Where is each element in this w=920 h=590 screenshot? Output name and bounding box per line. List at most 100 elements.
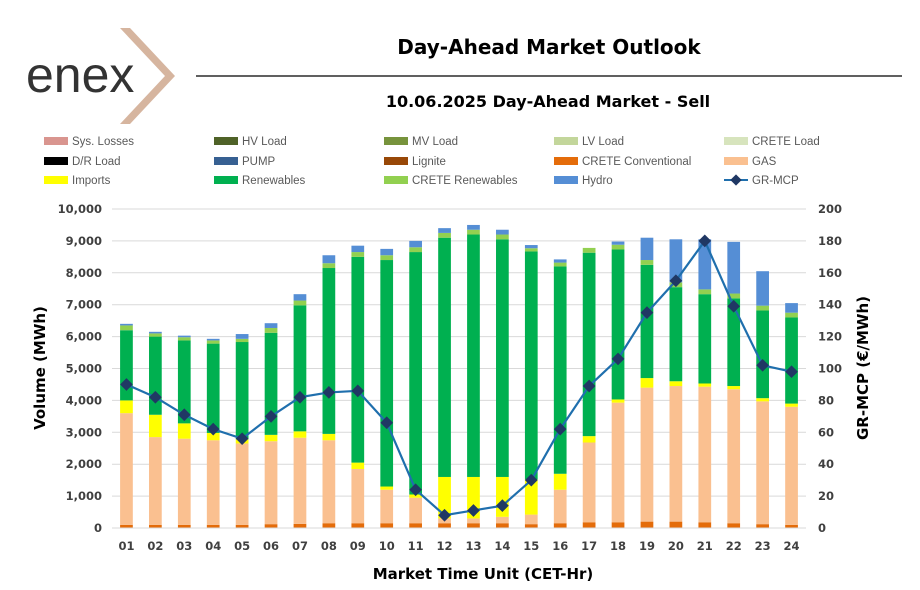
x-axis-label: Market Time Unit (CET-Hr): [373, 565, 594, 583]
bar-renewables: [351, 256, 365, 463]
bar-gas: [293, 437, 307, 524]
bar-hydro: [177, 335, 191, 338]
legend-marker-mcp: [730, 174, 742, 186]
bar-crete-conventional: [322, 523, 336, 528]
x-tick-label: 17: [581, 539, 597, 553]
bar-renewables: [409, 252, 422, 495]
legend-swatch: [554, 137, 578, 145]
legend-swatch: [554, 176, 578, 184]
legend-label: Hydro: [582, 175, 613, 187]
bar-renewables: [756, 310, 769, 399]
bar-crete-conventional: [120, 524, 133, 528]
bar-hydro: [785, 303, 798, 313]
y2-tick-label: 60: [818, 425, 834, 439]
bar-crete-renewables: [582, 247, 596, 253]
bar-hydro: [322, 255, 336, 264]
bar-hydro: [727, 241, 741, 294]
bar-crete-conventional: [438, 523, 451, 528]
bar-crete-renewables: [322, 263, 336, 269]
x-tick-label: 03: [176, 539, 192, 553]
bar-renewables: [438, 237, 451, 477]
bar-crete-conventional: [206, 524, 220, 528]
bar-crete-conventional: [177, 524, 191, 528]
bar-renewables: [380, 260, 394, 487]
y-tick-label: 6,000: [66, 330, 102, 344]
y-tick-label: 2,000: [66, 457, 102, 471]
bar-crete-conventional: [640, 521, 654, 528]
y2-tick-label: 140: [818, 298, 842, 312]
bar-gas: [409, 497, 422, 524]
bar-gas: [235, 443, 249, 525]
legend-swatch: [384, 137, 408, 145]
y2-tick-label: 160: [818, 266, 842, 280]
y-tick-label: 5,000: [66, 362, 102, 376]
bar-gas: [380, 489, 394, 524]
chart-subtitle: 10.06.2025 Day-Ahead Market - Sell: [386, 92, 710, 111]
bar-hydro: [669, 239, 683, 283]
x-tick-label: 24: [784, 539, 800, 553]
bar-crete-conventional: [698, 522, 712, 528]
legend-label: GR-MCP: [752, 175, 799, 187]
bar-renewables: [669, 287, 683, 382]
bar-crete-renewables: [524, 248, 538, 252]
bar-hydro: [467, 224, 480, 230]
bar-crete-conventional: [293, 523, 307, 528]
logo-chevron-icon: [120, 28, 175, 124]
bar-hydro: [496, 229, 509, 235]
y2-tick-label: 80: [818, 393, 834, 407]
bar-imports: [553, 473, 567, 490]
x-tick-label: 06: [263, 539, 279, 553]
bar-renewables: [264, 332, 278, 435]
legend-swatch: [554, 157, 578, 165]
bar-renewables: [698, 294, 712, 384]
bar-imports: [264, 434, 278, 442]
bar-imports: [640, 378, 654, 388]
legend-swatch: [44, 157, 68, 165]
bar-renewables: [206, 343, 220, 433]
y-tick-label: 1,000: [66, 489, 102, 503]
y-tick-label: 3,000: [66, 425, 102, 439]
legend-label: Renewables: [242, 175, 306, 187]
axes: 0 1,000 2,000 3,000 4,000 5,000 6,000 7,000 8,00…: [58, 202, 842, 553]
bar-crete-renewables: [698, 289, 712, 295]
bar-crete-renewables: [611, 244, 625, 250]
x-tick-label: 11: [408, 539, 424, 553]
bar-imports: [438, 476, 451, 519]
x-tick-label: 10: [379, 539, 395, 553]
bar-hydro: [235, 334, 249, 339]
mcp-point: [177, 408, 191, 422]
bar-crete-renewables: [785, 312, 798, 318]
mcp-point: [380, 416, 394, 430]
legend-label: HV Load: [242, 136, 287, 148]
bar-hydro: [149, 331, 162, 334]
legend-swatch: [384, 157, 408, 165]
bar-renewables: [611, 249, 625, 400]
bar-crete-conventional: [785, 524, 798, 528]
bar-crete-renewables: [177, 337, 191, 341]
bar-gas: [640, 387, 654, 522]
x-tick-label: 12: [437, 539, 453, 553]
bar-imports: [322, 433, 336, 441]
y2-tick-label: 20: [818, 489, 834, 503]
legend-label: CRETE Load: [752, 136, 820, 148]
bar-gas: [611, 402, 625, 523]
bar-crete-renewables: [553, 262, 567, 267]
bar-crete-conventional: [467, 523, 480, 528]
x-tick-label: 01: [118, 539, 134, 553]
bar-renewables: [496, 239, 509, 477]
bar-hydro: [409, 240, 422, 248]
bar-gas: [467, 518, 480, 524]
bar-crete-conventional: [380, 523, 394, 528]
bar-crete-conventional: [582, 522, 596, 528]
x-tick-label: 04: [205, 539, 221, 553]
bar-gas: [582, 442, 596, 523]
bar-crete-renewables: [351, 252, 365, 257]
legend-label: CRETE Conventional: [582, 156, 691, 168]
bar-crete-renewables: [206, 340, 220, 344]
bar-hydro: [756, 271, 769, 306]
bar-imports: [177, 423, 191, 439]
bar-imports: [524, 479, 538, 515]
bar-crete-renewables: [409, 247, 422, 253]
mcp-point: [496, 499, 509, 513]
